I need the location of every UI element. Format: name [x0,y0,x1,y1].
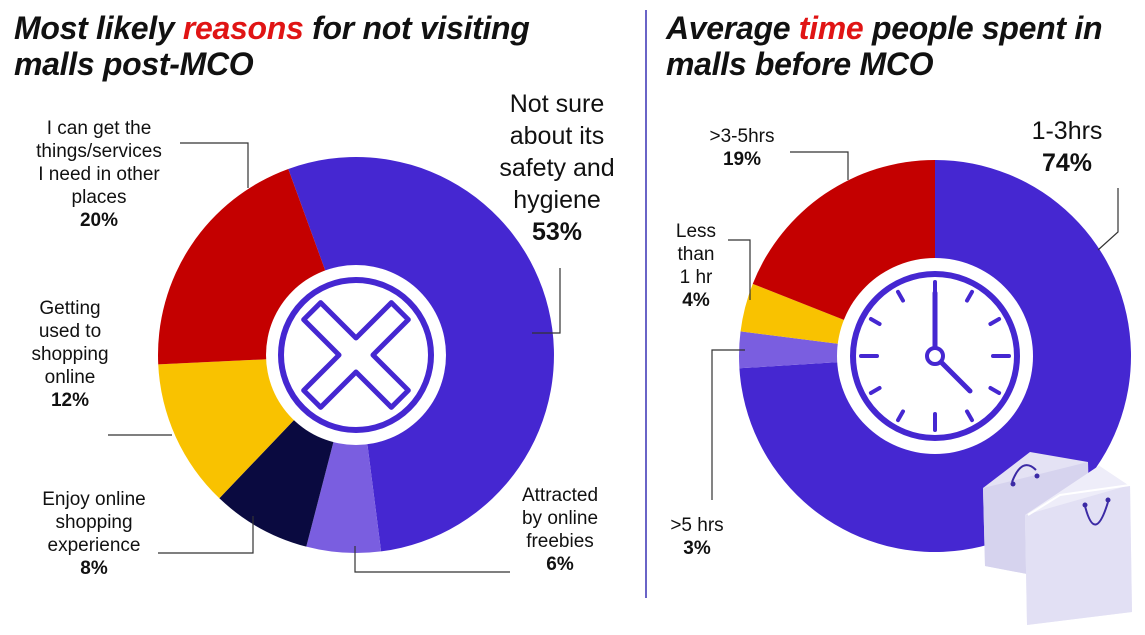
label-less-than-1hr: Less than 1 hr 4% [675,221,717,311]
clock-tick [988,386,1002,395]
left-chart-title: Most likely reasons for not visiting mal… [14,10,530,82]
slice-5-hrs [739,331,935,369]
clock-tick [868,386,882,395]
slice-attracted-by-online-freebies [306,355,382,554]
clock-tick [896,409,905,423]
clock-icon [837,258,1033,454]
shopping-bags-icon [983,452,1133,625]
leader-line-safety [532,268,561,334]
right-chart-title: Average time people spent in malls befor… [666,10,1103,82]
clock-tick [988,317,1002,326]
label-used-to-shopping-online: Getting used to shopping online 12% [31,298,109,411]
label-online-freebies: Attracted by online freebies 6% [521,485,599,575]
leader-line-things [180,142,249,188]
leader-lines [108,142,1119,573]
clock-tick [896,289,905,303]
x-circle-icon [266,265,446,445]
clock-tick [965,409,974,423]
label-other-places: I can get the things/services I need in … [36,118,162,231]
left-title-highlight: reasons [182,10,304,46]
right-title-highlight: time [798,10,864,46]
label-over-5hrs: >5 hrs 3% [670,515,724,559]
leader-line-5hrs [711,349,745,500]
label-enjoy-online-shopping: Enjoy online shopping experience 8% [42,489,146,579]
clock-tick [965,289,974,303]
leader-line-less-1hr [728,239,751,300]
leader-line-1-3hrs [1097,188,1119,251]
leader-line-freebies [354,546,510,573]
label-3-5hrs: >3-5hrs 19% [709,126,775,170]
panel-divider [645,10,647,598]
leader-line-3-5hrs [790,151,849,180]
label-safety-hygiene: Not sure about its safety and hygiene 53% [499,90,615,246]
label-1-3hrs: 1-3hrs 74% [1031,117,1103,177]
leader-line-enjoy [158,516,254,554]
clock-tick [868,317,882,326]
